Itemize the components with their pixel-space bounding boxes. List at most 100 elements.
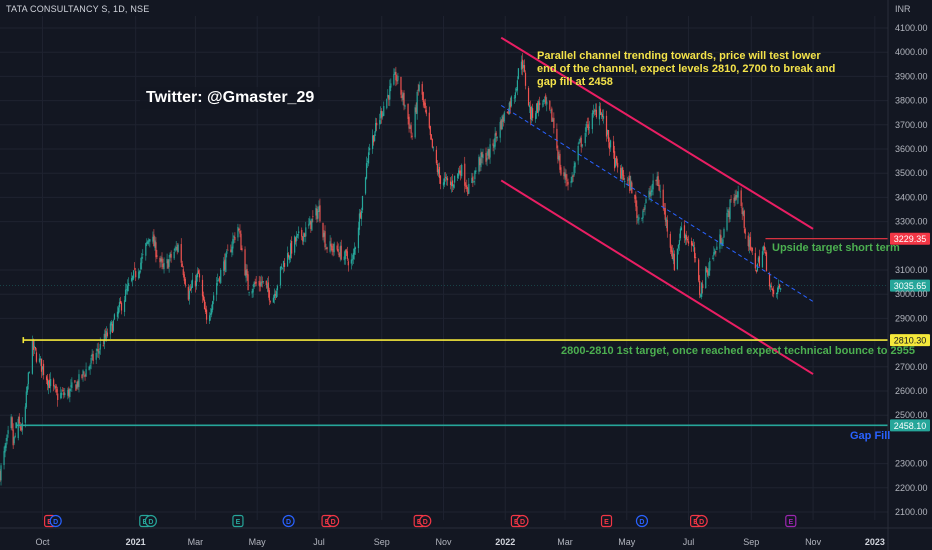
candle-body	[0, 471, 1, 481]
candle-body	[32, 339, 35, 350]
candle-body	[142, 253, 144, 255]
candle-body	[524, 72, 527, 86]
upside-target-tag	[890, 232, 930, 245]
candle-body	[468, 183, 470, 194]
candle-body	[288, 256, 291, 260]
time-tick-label: May	[618, 537, 636, 547]
dividend-marker[interactable]	[49, 514, 62, 528]
candle-body	[90, 357, 92, 364]
level-2810-tag-label: 2810.30	[894, 336, 927, 346]
earnings-marker[interactable]	[785, 514, 797, 528]
candle-body	[777, 287, 779, 294]
candle-body	[750, 247, 752, 249]
time-axis[interactable]: Oct 2021 Mar May Jul Sep Nov 2022 Mar May Jul Sep No…	[0, 527, 932, 547]
candle-body	[659, 191, 661, 193]
upside-note[interactable]: Upside target short term	[772, 242, 900, 254]
candle-body	[64, 393, 66, 396]
candle-body	[71, 382, 73, 388]
candle-body	[190, 286, 192, 290]
price-tick-label: 3700.00	[895, 120, 928, 130]
earnings-marker[interactable]	[232, 514, 244, 528]
channel-mid-line[interactable]	[500, 105, 814, 302]
candle-body	[83, 372, 85, 374]
candle-body	[112, 320, 115, 331]
candle-body	[170, 254, 172, 258]
candle-body	[650, 190, 652, 197]
candle-body	[46, 378, 49, 386]
candle-body	[749, 237, 751, 250]
candle-body	[627, 179, 629, 181]
candle-body	[428, 112, 430, 128]
candle-body	[673, 253, 675, 271]
candle-body	[572, 175, 574, 177]
target-note[interactable]: 2800-2810 1st target, once reached expec…	[561, 345, 915, 357]
gap-fill-note[interactable]: Gap Fill	[850, 430, 891, 442]
candle-body	[742, 211, 744, 215]
candle-body	[279, 267, 282, 286]
candle-body	[181, 263, 183, 267]
candle-body	[61, 392, 63, 395]
candle-body	[353, 248, 355, 255]
candle-body	[546, 101, 548, 105]
candle-body	[134, 268, 136, 270]
candle-body	[716, 246, 718, 250]
candle-body	[224, 259, 226, 270]
candle-body	[295, 237, 297, 242]
dividend-marker[interactable]	[635, 514, 649, 528]
candle-body	[563, 172, 565, 177]
candle-body	[218, 278, 220, 280]
candle-body	[706, 269, 708, 272]
candle-body	[162, 263, 164, 268]
candle-body	[340, 245, 342, 260]
candle-body	[312, 216, 314, 217]
candle-body	[118, 302, 121, 308]
candle-body	[10, 416, 12, 429]
symbol-header[interactable]: TATA CONSULTANCY S, 1D, NSE	[6, 4, 150, 14]
candle-body	[13, 437, 15, 444]
candle-body	[536, 103, 538, 114]
candle-body	[316, 208, 318, 220]
candle-body	[274, 294, 277, 296]
candle-body	[358, 213, 361, 230]
candle-body	[343, 256, 345, 261]
candle-body	[550, 109, 552, 111]
channel-note[interactable]: Parallel channel trending towards, price…	[537, 50, 836, 88]
channel-lower-line[interactable]	[500, 179, 814, 375]
candle-body	[241, 248, 243, 251]
candle-body	[104, 334, 106, 338]
candle-body	[202, 295, 205, 301]
candle-body	[338, 253, 340, 258]
candle-body	[253, 282, 255, 287]
candle-body	[679, 228, 682, 239]
candle-body	[110, 321, 112, 326]
candle-body	[0, 465, 2, 481]
dividend-marker[interactable]	[419, 514, 432, 528]
channel-upper-line[interactable]	[500, 36, 814, 230]
time-tick-label: Mar	[188, 537, 204, 547]
candle-body	[289, 243, 292, 259]
price-axis[interactable]: 4100.00 4000.00 3900.00 3800.00 3700.00 3600.…	[887, 0, 928, 550]
candle-body	[106, 332, 108, 337]
price-tick-label: 4100.00	[895, 23, 928, 33]
candle-body	[635, 196, 637, 207]
level-2810-tag	[890, 334, 930, 347]
candle-body	[81, 374, 83, 378]
candle-body	[410, 125, 412, 134]
candle-body	[701, 282, 703, 297]
candle-body	[535, 113, 537, 120]
candle-body	[395, 71, 397, 81]
candle-body	[373, 135, 375, 143]
candle-body	[453, 184, 455, 188]
dividend-marker[interactable]	[327, 514, 340, 528]
candle-body	[557, 149, 559, 160]
dividend-marker[interactable]	[695, 514, 708, 528]
dividend-marker[interactable]	[144, 514, 157, 528]
candle-body	[225, 253, 227, 273]
earnings-marker[interactable]	[600, 514, 613, 528]
dividend-marker[interactable]	[282, 514, 295, 528]
gap-fill-tag-label: 2458.10	[894, 421, 927, 431]
time-tick-label: Nov	[435, 537, 452, 547]
dividend-marker[interactable]	[516, 514, 529, 528]
event-marker-label: E	[788, 519, 793, 526]
